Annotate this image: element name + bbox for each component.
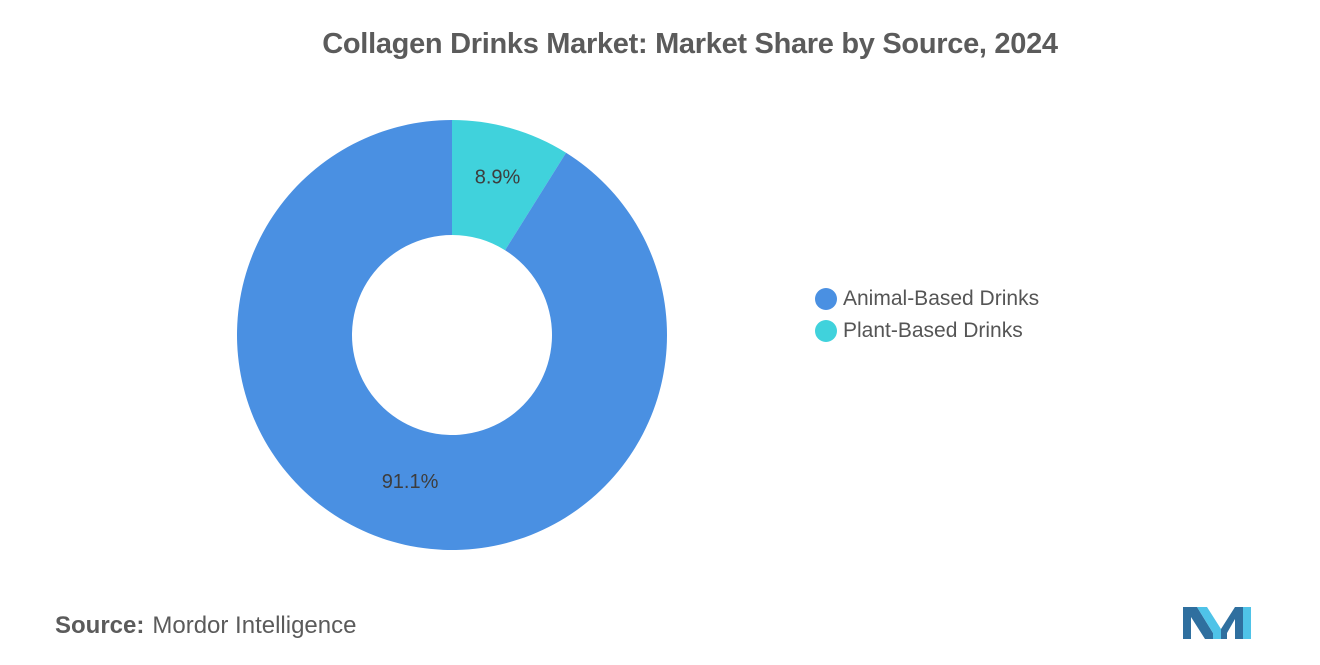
chart-legend: Animal-Based Drinks Plant-Based Drinks: [815, 283, 1039, 347]
source-label: Source:: [55, 612, 145, 639]
source-note: Source: Mordor Intelligence: [55, 612, 356, 640]
slice-label-plant-based-drinks: 8.9%: [475, 166, 521, 188]
legend-swatch-animal-based: [815, 288, 837, 310]
donut-slice-labels: 8.9% 91.1%: [382, 166, 521, 493]
legend-label-plant-based: Plant-Based Drinks: [843, 319, 1023, 342]
donut-slice-animal-based-drinks[interactable]: [236, 120, 667, 550]
donut-slices: [236, 120, 667, 550]
legend-label-animal-based: Animal-Based Drinks: [843, 287, 1040, 310]
donut-slice-plant-based-drinks[interactable]: [452, 120, 567, 251]
legend-item-animal-based[interactable]: Animal-Based Drinks: [815, 283, 1039, 315]
legend-swatch-plant-based: [815, 320, 837, 342]
chart-title: Collagen Drinks Market: Market Share by …: [322, 28, 1058, 60]
mordor-intelligence-logo-icon: [1183, 607, 1251, 639]
legend-item-plant-based[interactable]: Plant-Based Drinks: [815, 315, 1039, 347]
slice-label-animal-based-drinks: 91.1%: [382, 471, 439, 493]
source-value: Mordor Intelligence: [152, 612, 357, 639]
